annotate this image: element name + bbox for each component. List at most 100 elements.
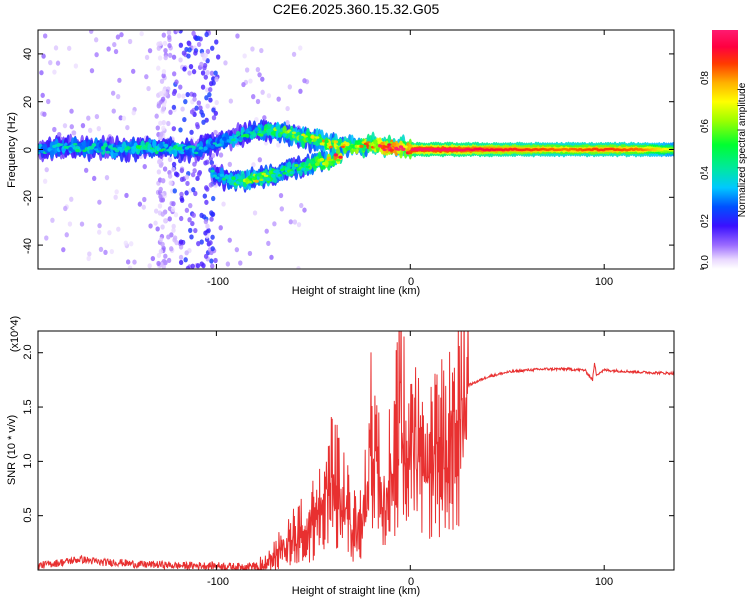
spectrogram-ridge-cell bbox=[259, 133, 264, 137]
spectrogram-ridge-cell bbox=[98, 149, 104, 153]
spectrogram-noise-dot bbox=[291, 51, 297, 57]
snr-xlabel: Height of straight line (km) bbox=[292, 585, 420, 597]
spectrogram-noise-dot bbox=[56, 131, 62, 138]
spectrogram-noise-dot bbox=[131, 110, 136, 116]
spectrogram-noise-dot bbox=[166, 120, 171, 127]
spectrogram-noise-dot bbox=[80, 123, 86, 129]
spectrogram-noise-dot bbox=[210, 195, 216, 202]
spectrogram-axis-ticks bbox=[38, 30, 674, 269]
spectrogram-noise-dot bbox=[196, 171, 202, 177]
spectrogram-noise-dot bbox=[94, 113, 100, 120]
spectrogram-ridge-cell bbox=[73, 142, 78, 146]
spectrogram-noise-dot bbox=[208, 240, 213, 246]
colorbar-tick-label: 0.6 bbox=[700, 119, 711, 133]
spectrogram-panel: -100 0 100 Height of straight line (km) … bbox=[6, 29, 675, 297]
spectrogram-noise-dot bbox=[209, 258, 214, 264]
spectrogram-noise-dot bbox=[97, 229, 102, 235]
spectrogram-noise-dot bbox=[111, 108, 116, 114]
spectrogram-ridge-cell bbox=[282, 133, 287, 137]
spectrogram-noise-dot bbox=[172, 235, 178, 241]
snr-ytick-label: 0.5 bbox=[22, 507, 34, 522]
spectrogram-noise-dot bbox=[259, 47, 264, 54]
spectrogram-ridge-cell bbox=[291, 131, 297, 135]
spectrogram-ridge-cell bbox=[105, 150, 111, 154]
spectrogram-noise-dot bbox=[110, 90, 116, 96]
colorbar: 0.0 0.2 0.4 0.6 0.8 Normalized spectral … bbox=[700, 30, 748, 270]
spectrogram-ridge-cell bbox=[224, 176, 229, 179]
spectrogram-ridge-cell bbox=[231, 138, 236, 142]
spectrogram-ridge-cell bbox=[131, 146, 136, 149]
spectrogram-ridge-cell bbox=[335, 158, 341, 162]
spectrogram-noise-dot bbox=[106, 46, 111, 52]
snr-axis-ticks bbox=[38, 331, 674, 570]
spectrogram-noise-dot bbox=[144, 54, 150, 60]
spectrogram-ridge-cell bbox=[61, 148, 66, 152]
spectrogram-ridge-cell bbox=[294, 163, 299, 168]
spectrogram-noise-dot bbox=[178, 42, 184, 48]
spectrogram-noise-dot bbox=[196, 35, 201, 41]
spectrogram-ridge-cell bbox=[247, 180, 252, 184]
spectrogram-noise-dot bbox=[181, 93, 186, 99]
spectrogram-noise-dot bbox=[158, 40, 163, 47]
spectrogram-noise-dot bbox=[204, 185, 209, 191]
spectrogram-noise-dot bbox=[103, 249, 108, 255]
spectrogram-noise-dot bbox=[64, 232, 69, 238]
spectrogram-noise-dot bbox=[209, 216, 214, 222]
spectrogram-ridge-cell bbox=[152, 139, 157, 148]
spectrogram-noise-dot bbox=[91, 175, 97, 182]
spectrogram-ridge-cell bbox=[261, 172, 266, 176]
spectrogram-noise-dot bbox=[298, 45, 303, 51]
spectrogram-noise-dot bbox=[298, 88, 303, 94]
spectrogram-ridge-cell bbox=[310, 161, 315, 165]
spectrogram-ridge-cell bbox=[319, 142, 325, 146]
spectrogram-noise-dot bbox=[182, 66, 187, 72]
spectrogram-ridge-cell bbox=[163, 143, 169, 148]
snr-panel: -100 0 100 Height of straight line (km) … bbox=[6, 316, 675, 597]
spectrogram-noise-dot bbox=[188, 64, 194, 70]
spectrogram-noise-dot bbox=[114, 189, 119, 195]
spectrogram-ytick-label: -40 bbox=[22, 238, 34, 254]
spectrogram-noise-dot bbox=[42, 33, 48, 39]
spectrogram-noise-dot bbox=[191, 69, 197, 75]
spectrogram-noise-dot bbox=[66, 45, 72, 51]
spectrogram-ridge-cell bbox=[305, 165, 311, 169]
spectrogram-ridge-cell bbox=[277, 129, 283, 133]
spectrogram-ridge-cell bbox=[382, 148, 387, 151]
spectrogram-noise-dot bbox=[200, 84, 206, 90]
spectrogram-noise-dot bbox=[199, 212, 204, 218]
spectrogram-noise-dot bbox=[178, 259, 184, 266]
spectrogram-noise-dot bbox=[276, 96, 281, 102]
spectrogram-noise-dot bbox=[269, 254, 274, 260]
spectrogram-ridge-cell bbox=[352, 148, 357, 152]
spectrogram-noise-dot bbox=[257, 157, 263, 163]
spectrogram-noise-dot bbox=[98, 246, 104, 252]
spectrogram-noise-dot bbox=[161, 69, 167, 75]
spectrogram-noise-dot bbox=[174, 240, 179, 246]
spectrogram-noise-dot bbox=[166, 257, 172, 263]
spectrogram-noise-dot bbox=[42, 178, 48, 184]
spectrogram-noise-dot bbox=[155, 226, 160, 232]
spectrogram-ridge-cell bbox=[268, 170, 273, 175]
spectrogram-noise-dot bbox=[160, 241, 165, 247]
spectrogram-ridge-cell bbox=[387, 143, 392, 146]
spectrogram-noise-dot bbox=[190, 220, 195, 227]
colorbar-tick-label: 0.4 bbox=[700, 166, 711, 180]
spectrogram-noise-dot bbox=[193, 190, 198, 197]
spectrogram-ridge-cell bbox=[377, 143, 383, 148]
spectrogram-noise-dot bbox=[142, 196, 147, 203]
spectrogram-noise-dot bbox=[142, 163, 147, 170]
spectrogram-ridge-cell bbox=[340, 145, 346, 149]
spectrogram-noise-dot bbox=[218, 225, 223, 231]
spectrogram-noise-dot bbox=[299, 202, 304, 209]
spectrogram-ridge-cell bbox=[319, 157, 325, 162]
spectrogram-noise-dot bbox=[214, 99, 219, 106]
spectrogram-noise-dot bbox=[167, 173, 173, 179]
spectrogram-noise-dot bbox=[192, 96, 197, 102]
spectrogram-ridge-cell bbox=[275, 126, 280, 130]
spectrogram-noise-dot bbox=[171, 104, 177, 110]
spectrogram-noise-dot bbox=[218, 152, 224, 158]
spectrogram-ridge-cell bbox=[210, 169, 215, 173]
spectrogram-noise-dot bbox=[167, 216, 172, 222]
figure-title: C2E6.2025.360.15.32.G05 bbox=[273, 1, 440, 17]
spectrogram-ridge-cell bbox=[91, 143, 97, 147]
